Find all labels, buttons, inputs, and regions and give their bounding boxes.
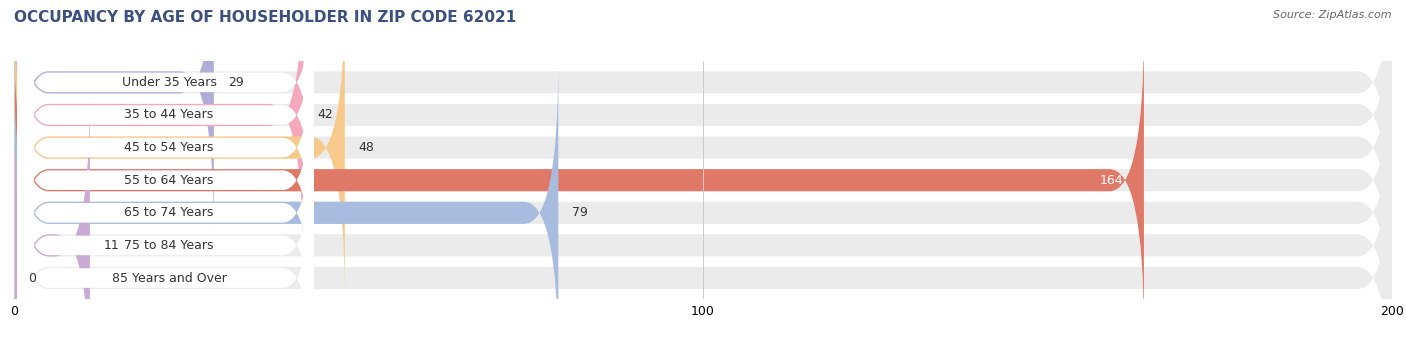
Text: 164: 164 (1099, 174, 1123, 187)
FancyBboxPatch shape (14, 61, 1392, 340)
FancyBboxPatch shape (14, 94, 90, 340)
FancyBboxPatch shape (14, 28, 1144, 332)
Text: 65 to 74 Years: 65 to 74 Years (124, 206, 214, 219)
FancyBboxPatch shape (14, 0, 214, 234)
FancyBboxPatch shape (14, 0, 344, 300)
FancyBboxPatch shape (14, 0, 304, 267)
FancyBboxPatch shape (14, 126, 1392, 340)
FancyBboxPatch shape (14, 94, 1392, 340)
Text: 29: 29 (228, 76, 243, 89)
Text: 48: 48 (359, 141, 374, 154)
FancyBboxPatch shape (17, 0, 314, 252)
FancyBboxPatch shape (17, 108, 314, 340)
Text: OCCUPANCY BY AGE OF HOUSEHOLDER IN ZIP CODE 62021: OCCUPANCY BY AGE OF HOUSEHOLDER IN ZIP C… (14, 10, 516, 25)
FancyBboxPatch shape (17, 76, 314, 340)
FancyBboxPatch shape (14, 0, 1392, 234)
FancyBboxPatch shape (14, 0, 1392, 300)
FancyBboxPatch shape (14, 28, 1392, 332)
Text: 11: 11 (104, 239, 120, 252)
FancyBboxPatch shape (14, 61, 558, 340)
Text: 55 to 64 Years: 55 to 64 Years (124, 174, 214, 187)
Text: 45 to 54 Years: 45 to 54 Years (124, 141, 214, 154)
FancyBboxPatch shape (17, 11, 314, 285)
Text: 75 to 84 Years: 75 to 84 Years (124, 239, 214, 252)
Text: 79: 79 (572, 206, 588, 219)
FancyBboxPatch shape (17, 141, 314, 340)
FancyBboxPatch shape (14, 0, 1392, 267)
Text: Under 35 Years: Under 35 Years (122, 76, 217, 89)
FancyBboxPatch shape (17, 0, 314, 219)
Text: 0: 0 (28, 272, 35, 285)
Text: 35 to 44 Years: 35 to 44 Years (125, 108, 214, 121)
FancyBboxPatch shape (17, 43, 314, 317)
Text: 42: 42 (318, 108, 333, 121)
Text: 85 Years and Over: 85 Years and Over (111, 272, 226, 285)
Text: Source: ZipAtlas.com: Source: ZipAtlas.com (1274, 10, 1392, 20)
